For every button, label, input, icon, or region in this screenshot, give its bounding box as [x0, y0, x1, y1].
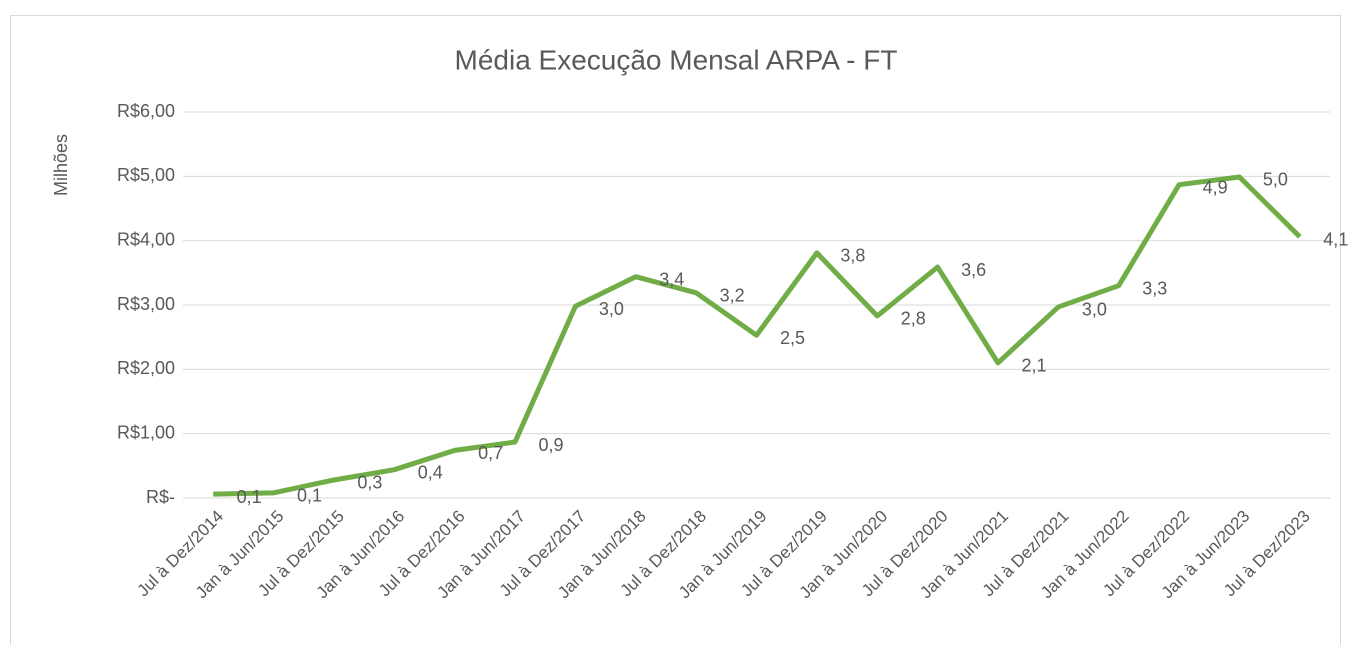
data-label: 0,9	[539, 435, 564, 455]
y-tick-label: R$4,00	[117, 229, 175, 249]
y-axis-title: Milhões	[51, 134, 71, 196]
data-label: 2,1	[1021, 356, 1046, 376]
data-label: 0,3	[357, 473, 382, 493]
data-label: 3,6	[961, 260, 986, 280]
y-tick-label: R$2,00	[117, 358, 175, 378]
y-tick-label: R$1,00	[117, 422, 175, 442]
data-label: 4,1	[1323, 230, 1348, 250]
data-label: 0,4	[418, 462, 443, 482]
y-tick-label: R$6,00	[117, 101, 175, 121]
data-label: 3,0	[1082, 300, 1107, 320]
data-label: 3,2	[720, 286, 745, 306]
data-label: 0,1	[237, 487, 262, 507]
data-label: 2,8	[901, 309, 926, 329]
data-label: 3,0	[599, 299, 624, 319]
y-tick-label: R$3,00	[117, 294, 175, 314]
data-label: 3,3	[1142, 278, 1167, 298]
series-line	[213, 174, 1302, 497]
data-label: 4,9	[1203, 177, 1228, 197]
y-tick-label: R$-	[146, 487, 175, 507]
data-label: 3,8	[840, 246, 865, 266]
data-label: 0,7	[478, 443, 503, 463]
data-label: 3,4	[659, 269, 684, 289]
chart-title: Média Execução Mensal ARPA - FT	[455, 44, 898, 75]
y-tick-label: R$5,00	[117, 165, 175, 185]
chart-border	[10, 15, 1341, 645]
data-label: 2,5	[780, 328, 805, 348]
data-label: 5,0	[1263, 170, 1288, 190]
data-label: 0,1	[297, 486, 322, 506]
